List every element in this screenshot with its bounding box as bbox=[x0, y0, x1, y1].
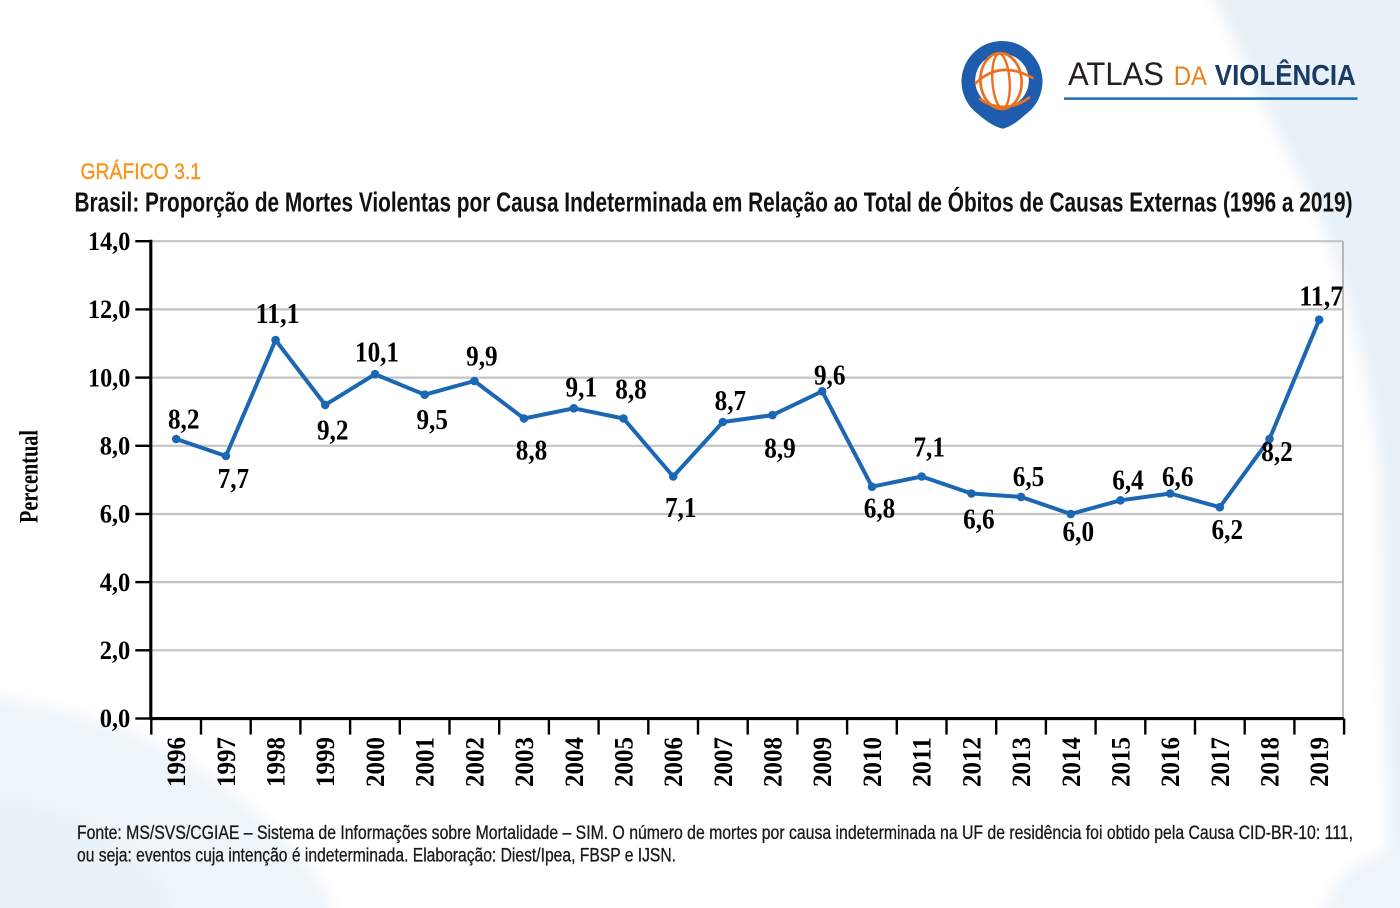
svg-text:2001: 2001 bbox=[410, 737, 440, 787]
svg-text:2019: 2019 bbox=[1304, 737, 1334, 787]
svg-text:8,9: 8,9 bbox=[764, 434, 796, 465]
svg-text:8,2: 8,2 bbox=[1261, 437, 1293, 468]
svg-text:10,0: 10,0 bbox=[88, 363, 130, 392]
svg-text:9,5: 9,5 bbox=[416, 405, 448, 436]
svg-text:8,8: 8,8 bbox=[615, 375, 647, 406]
svg-text:1999: 1999 bbox=[310, 737, 340, 787]
svg-text:9,6: 9,6 bbox=[814, 360, 846, 391]
svg-text:6,0: 6,0 bbox=[100, 500, 131, 529]
svg-text:9,1: 9,1 bbox=[566, 373, 598, 404]
svg-text:6,4: 6,4 bbox=[1112, 465, 1144, 496]
svg-text:Percentual: Percentual bbox=[15, 430, 44, 523]
svg-text:4,0: 4,0 bbox=[100, 568, 131, 597]
svg-text:2006: 2006 bbox=[658, 737, 688, 787]
svg-text:2011: 2011 bbox=[907, 737, 937, 787]
svg-text:6,6: 6,6 bbox=[963, 505, 995, 536]
svg-text:6,0: 6,0 bbox=[1063, 517, 1095, 548]
svg-text:10,1: 10,1 bbox=[355, 338, 399, 369]
svg-text:2008: 2008 bbox=[758, 737, 788, 787]
svg-text:2014: 2014 bbox=[1056, 737, 1086, 787]
svg-text:2018: 2018 bbox=[1255, 737, 1285, 787]
svg-text:2003: 2003 bbox=[509, 737, 539, 787]
svg-text:VIOLÊNCIA: VIOLÊNCIA bbox=[1215, 58, 1356, 92]
svg-text:7,1: 7,1 bbox=[913, 433, 945, 464]
svg-text:1998: 1998 bbox=[261, 737, 291, 787]
svg-text:0,0: 0,0 bbox=[100, 704, 131, 733]
svg-text:11,1: 11,1 bbox=[256, 299, 300, 330]
svg-text:2009: 2009 bbox=[807, 737, 837, 787]
svg-text:2017: 2017 bbox=[1205, 737, 1235, 787]
svg-text:2004: 2004 bbox=[559, 737, 589, 787]
svg-text:2005: 2005 bbox=[609, 737, 639, 787]
svg-text:12,0: 12,0 bbox=[88, 295, 130, 324]
svg-text:6,5: 6,5 bbox=[1013, 462, 1045, 493]
svg-text:8,7: 8,7 bbox=[715, 386, 747, 417]
svg-text:7,7: 7,7 bbox=[218, 464, 250, 495]
svg-text:2,0: 2,0 bbox=[100, 636, 131, 665]
svg-text:8,0: 8,0 bbox=[100, 432, 131, 461]
svg-text:2002: 2002 bbox=[459, 737, 489, 787]
svg-text:2012: 2012 bbox=[956, 737, 986, 787]
svg-text:6,2: 6,2 bbox=[1212, 515, 1244, 546]
svg-text:8,8: 8,8 bbox=[516, 436, 548, 467]
svg-text:8,2: 8,2 bbox=[168, 405, 200, 436]
svg-text:9,2: 9,2 bbox=[317, 416, 349, 447]
svg-text:2000: 2000 bbox=[360, 737, 390, 787]
svg-text:6,8: 6,8 bbox=[864, 494, 896, 525]
svg-text:7,1: 7,1 bbox=[665, 493, 697, 524]
svg-text:2007: 2007 bbox=[708, 737, 738, 787]
svg-text:2015: 2015 bbox=[1106, 737, 1136, 787]
svg-text:ATLAS: ATLAS bbox=[1068, 56, 1164, 92]
svg-text:GRÁFICO 3.1: GRÁFICO 3.1 bbox=[81, 159, 202, 184]
svg-text:DA: DA bbox=[1174, 61, 1207, 91]
svg-text:1997: 1997 bbox=[211, 737, 241, 787]
svg-text:ou seja: eventos cuja intenção: ou seja: eventos cuja intenção é indeter… bbox=[77, 846, 676, 867]
svg-text:2016: 2016 bbox=[1155, 737, 1185, 787]
svg-text:6,6: 6,6 bbox=[1162, 462, 1194, 493]
svg-text:14,0: 14,0 bbox=[88, 227, 130, 256]
svg-text:11,7: 11,7 bbox=[1299, 282, 1343, 313]
svg-text:1996: 1996 bbox=[161, 737, 191, 787]
svg-text:Fonte: MS/SVS/CGIAE – Sistema: Fonte: MS/SVS/CGIAE – Sistema de Informa… bbox=[77, 823, 1353, 844]
svg-text:9,9: 9,9 bbox=[466, 342, 498, 373]
svg-text:2013: 2013 bbox=[1006, 737, 1036, 787]
svg-text:2010: 2010 bbox=[857, 737, 887, 787]
svg-text:Brasil: Proporção de Mortes Vi: Brasil: Proporção de Mortes Violentas po… bbox=[75, 186, 1353, 217]
